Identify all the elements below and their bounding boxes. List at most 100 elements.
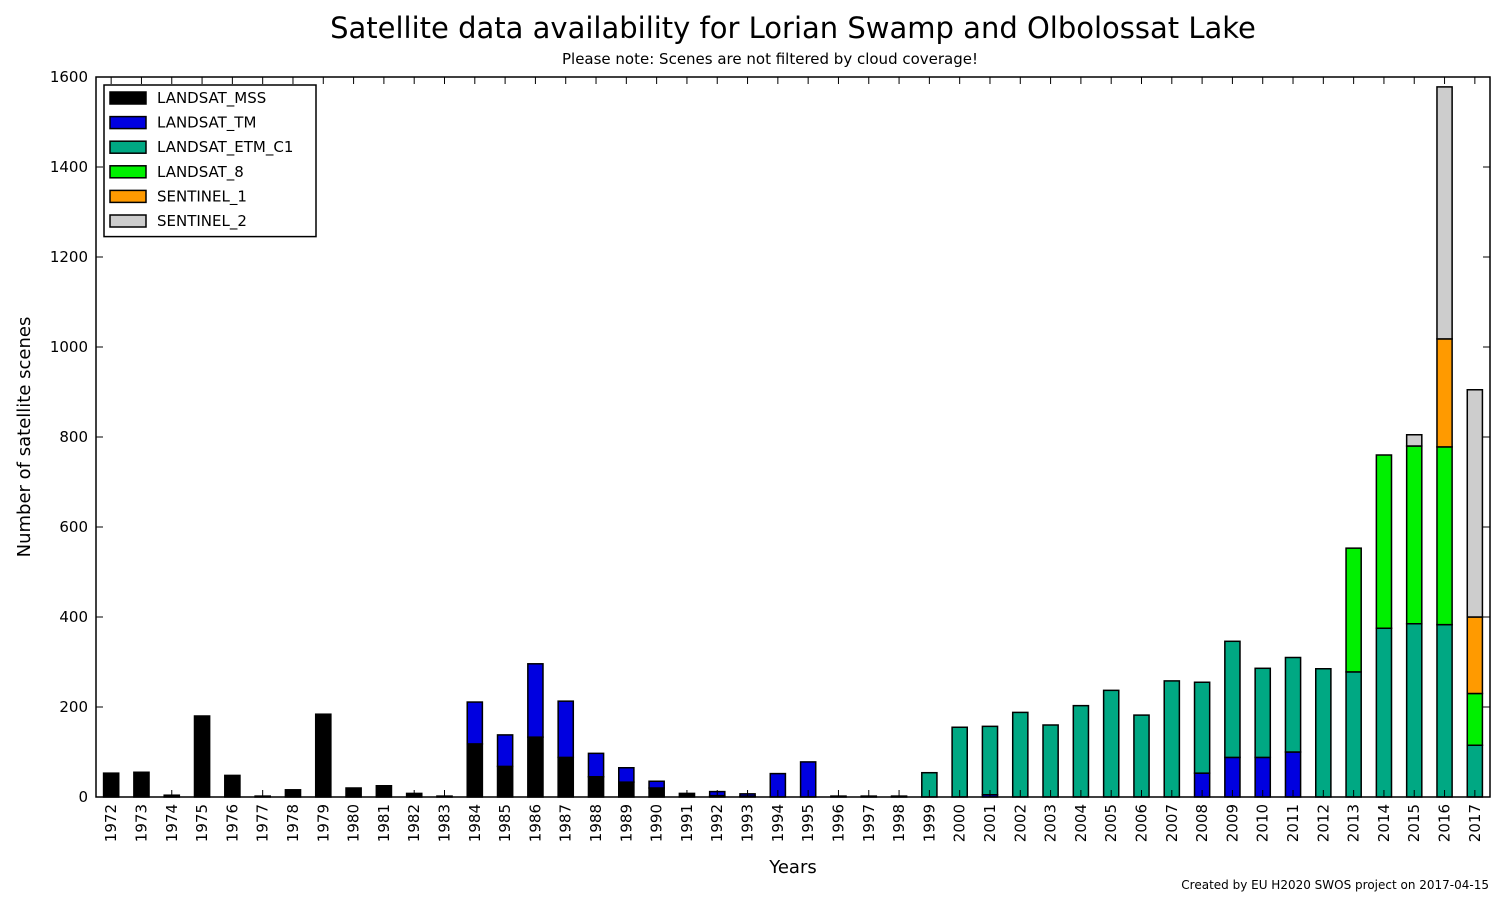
x-tick-label: 1988	[587, 804, 605, 842]
bar-landsat-etm-c1-2010	[1254, 667, 1272, 759]
x-tick-label: 1972	[102, 804, 120, 842]
bar-landsat-etm-c1-2009	[1224, 640, 1241, 759]
bar-landsat-mss-1986	[527, 736, 544, 798]
x-tick-label: 1974	[163, 804, 181, 842]
x-tick-label: 1975	[193, 804, 211, 842]
x-tick-label: 2004	[1072, 804, 1090, 842]
bar-landsat-tm-1988	[587, 752, 605, 778]
x-tick-label: 1985	[496, 804, 514, 842]
x-tick-label: 2010	[1254, 804, 1272, 842]
bar-sentinel-2-2017	[1466, 389, 1484, 618]
x-tick-label: 1983	[436, 804, 454, 842]
bar-landsat-etm-c1-2003	[1042, 724, 1059, 798]
x-tick-label: 1982	[405, 804, 423, 842]
bar-landsat-8-2016	[1436, 446, 1453, 626]
x-tick-label: 2002	[1011, 804, 1029, 842]
y-tick-label: 1000	[50, 338, 88, 356]
legend-swatch-landsat-etm-c1	[109, 140, 147, 154]
x-axis: 1972 1973 1974 1975 1976 1977 1978 1979 1980 1981…	[102, 77, 1484, 842]
x-tick-label: 2016	[1436, 804, 1454, 842]
x-tick-label: 1995	[799, 804, 817, 842]
bar-landsat-8-2017	[1466, 692, 1484, 746]
x-tick-label: 2003	[1042, 804, 1060, 842]
x-tick-label: 2012	[1314, 804, 1332, 842]
bar-landsat-etm-c1-2008	[1193, 681, 1211, 774]
bar-landsat-tm-1984	[466, 701, 484, 745]
x-axis-label: Years	[768, 857, 817, 878]
bar-sentinel-2-2015	[1405, 434, 1423, 447]
x-tick-label: 1990	[648, 804, 666, 842]
legend-label: LANDSAT_8	[157, 163, 244, 182]
legend-label: LANDSAT_MSS	[157, 89, 266, 108]
x-tick-label: 1976	[223, 804, 241, 842]
bar-landsat-mss-1979	[314, 713, 332, 798]
x-tick-label: 1981	[375, 804, 393, 842]
legend-label: LANDSAT_ETM_C1	[157, 138, 293, 157]
bar-landsat-8-2015	[1405, 445, 1423, 625]
legend-swatch-landsat-8	[109, 165, 147, 179]
bar-landsat-tm-1985	[496, 734, 514, 768]
bar-landsat-etm-c1-2005	[1102, 689, 1120, 798]
y-axis-label: Number of satellite scenes	[14, 317, 35, 558]
legend-swatch-sentinel-2	[109, 214, 147, 228]
x-tick-label: 1978	[284, 804, 302, 842]
x-tick-label: 1999	[920, 804, 938, 842]
bar-landsat-etm-c1-2001	[981, 725, 999, 796]
bar-landsat-etm-c1-2002	[1011, 711, 1029, 798]
legend-label: LANDSAT_TM	[157, 114, 256, 133]
x-tick-label: 1994	[769, 804, 787, 842]
bar-landsat-etm-c1-2004	[1072, 704, 1090, 798]
bar-landsat-etm-c1-2007	[1163, 680, 1181, 798]
bar-landsat-tm-1990	[648, 780, 665, 789]
x-tick-label: 1986	[526, 804, 544, 842]
bar-sentinel-1-2016	[1436, 338, 1453, 448]
legend-swatch-sentinel-1	[109, 189, 147, 204]
x-tick-label: 2006	[1133, 804, 1151, 842]
bar-landsat-etm-c1-2015	[1405, 623, 1423, 798]
x-tick-label: 1993	[739, 804, 757, 842]
x-tick-label: 1980	[345, 804, 363, 842]
bar-landsat-mss-1984	[466, 743, 484, 798]
chart-title: Satellite data availability for Lorian S…	[330, 11, 1256, 45]
bar-landsat-etm-c1-2017	[1466, 744, 1484, 798]
x-tick-label: 2014	[1375, 804, 1393, 842]
bar-landsat-etm-c1-2016	[1436, 623, 1453, 798]
x-tick-label: 1989	[617, 804, 635, 842]
y-tick-label: 600	[59, 518, 88, 536]
bar-landsat-8-2013	[1345, 547, 1362, 673]
legend: LANDSAT_MSS LANDSAT_TM LANDSAT_ETM_C1 LANDS…	[103, 84, 317, 238]
y-tick-label: 1200	[50, 248, 88, 266]
y-tick-label: 1400	[50, 158, 88, 176]
bar-landsat-tm-1987	[557, 700, 575, 759]
x-tick-label: 1987	[557, 804, 575, 842]
x-tick-label: 2011	[1284, 804, 1302, 842]
x-tick-label: 1992	[708, 804, 726, 842]
x-tick-label: 2008	[1193, 804, 1211, 842]
bar-landsat-8-2014	[1375, 454, 1393, 629]
x-tick-label: 2001	[981, 804, 999, 842]
x-tick-label: 1991	[678, 804, 696, 842]
legend-box	[103, 84, 317, 238]
x-tick-label: 2013	[1345, 804, 1363, 842]
x-tick-label: 1973	[132, 804, 150, 842]
x-tick-label: 2007	[1163, 804, 1181, 842]
x-tick-label: 1996	[829, 804, 847, 842]
bar-sentinel-2-2016	[1436, 86, 1453, 340]
credit-note: Created by EU H2020 SWOS project on 2017…	[1181, 878, 1489, 892]
y-tick-label: 1600	[50, 68, 88, 86]
bar-landsat-etm-c1-2006	[1133, 714, 1150, 798]
bar-landsat-etm-c1-2011	[1284, 656, 1302, 753]
x-tick-label: 2000	[951, 804, 969, 842]
chart-subtitle: Please note: Scenes are not filtered by …	[562, 50, 978, 68]
x-tick-label: 1997	[860, 804, 878, 842]
y-tick-label: 800	[59, 428, 88, 446]
legend-label: SENTINEL_1	[157, 187, 247, 206]
bars-group	[102, 86, 1484, 798]
bar-landsat-mss-1975	[193, 715, 211, 798]
x-tick-label: 2005	[1102, 804, 1120, 842]
legend-label: SENTINEL_2	[157, 212, 247, 231]
bar-landsat-etm-c1-2014	[1375, 627, 1393, 798]
bar-landsat-etm-c1-2000	[951, 726, 968, 798]
x-tick-label: 2009	[1223, 804, 1241, 842]
